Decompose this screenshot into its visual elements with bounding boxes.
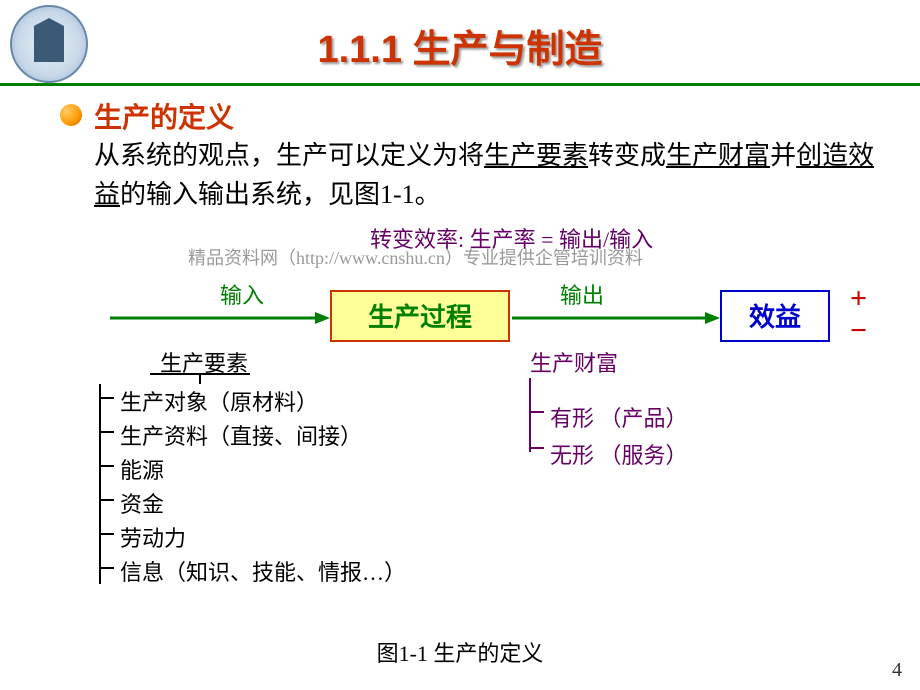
factor-item: 能源	[120, 454, 406, 488]
university-logo	[10, 5, 88, 83]
para-mid2: 并	[770, 141, 796, 170]
definition-paragraph: 从系统的观点，生产可以定义为将生产要素转变成生产财富并创造效益的输入输出系统，见…	[94, 136, 880, 214]
input-arrow	[110, 312, 330, 324]
wealth-list: 有形 （产品） 无形 （服务）	[550, 400, 688, 475]
watermark-text: 精品资料网（http://www.cnshu.cn）专业提供企管培训资料	[188, 244, 643, 270]
factor-list: 生产对象（原材料） 生产资料（直接、间接） 能源 资金 劳动力 信息（知识、技能…	[120, 386, 406, 591]
wealth-item: 无形 （服务）	[550, 437, 688, 474]
slide-title: 1.1.1 生产与制造	[0, 0, 920, 73]
figure-caption: 图1-1 生产的定义	[0, 636, 920, 668]
plus-sign: +	[850, 282, 867, 316]
factor-item: 劳动力	[120, 522, 406, 556]
diagram-area: 转变效率: 生产率 = 输出/输入 精品资料网（http://www.cnshu…	[60, 222, 880, 602]
minus-sign: −	[850, 314, 867, 348]
factor-item: 生产对象（原材料）	[120, 386, 406, 420]
factor-item: 信息（知识、技能、情报…）	[120, 556, 406, 590]
wealth-item: 有形 （产品）	[550, 400, 688, 437]
para-mid1: 转变成	[588, 141, 666, 170]
section-subheading: 生产的定义	[94, 96, 880, 136]
para-underline-1: 生产要素	[484, 141, 588, 170]
output-arrow	[512, 312, 720, 324]
benefit-box: 效益	[720, 290, 830, 342]
input-arrow-label: 输入	[220, 278, 264, 310]
factor-item: 资金	[120, 488, 406, 522]
slide-content: 生产的定义 从系统的观点，生产可以定义为将生产要素转变成生产财富并创造效益的输入…	[0, 86, 920, 602]
bullet-icon	[60, 104, 82, 126]
slide-header: 1.1.1 生产与制造	[0, 0, 920, 86]
wealth-label: 生产财富	[530, 346, 618, 378]
process-box: 生产过程	[330, 290, 510, 342]
para-underline-2: 生产财富	[666, 141, 770, 170]
para-post: 的输入输出系统，见图1-1。	[120, 180, 441, 209]
factor-item: 生产资料（直接、间接）	[120, 420, 406, 454]
output-arrow-label: 输出	[560, 278, 604, 310]
logo-building-icon	[34, 26, 64, 62]
para-pre: 从系统的观点，生产可以定义为将	[94, 141, 484, 170]
page-number: 4	[892, 659, 902, 682]
